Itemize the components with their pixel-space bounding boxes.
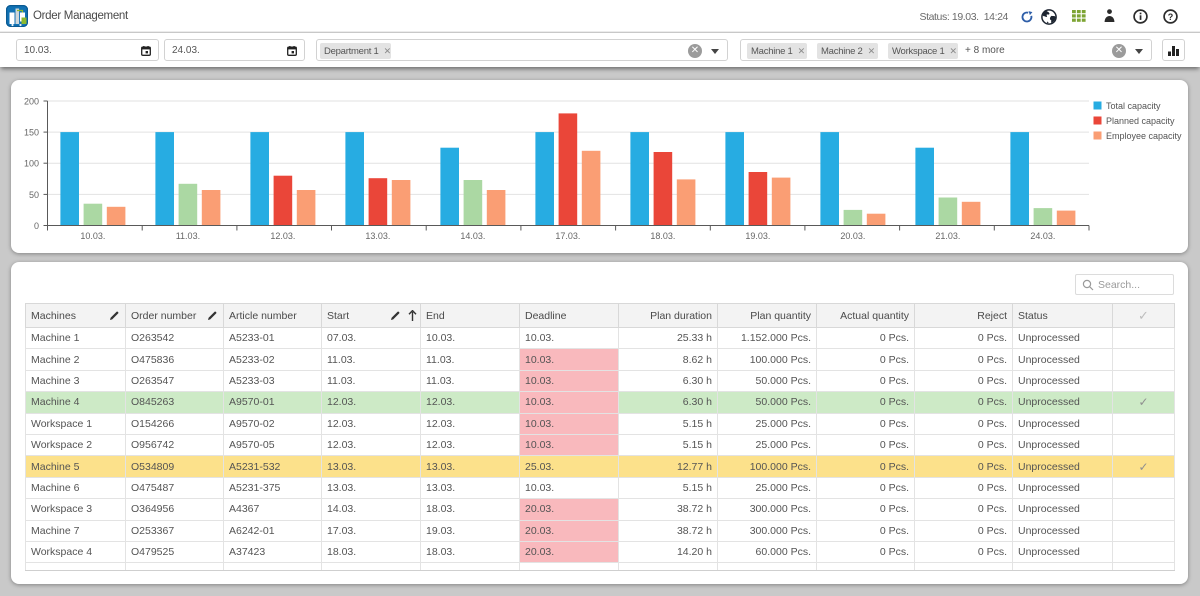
- svg-text:18.03.: 18.03.: [650, 231, 675, 241]
- svg-text:200: 200: [24, 97, 39, 107]
- svg-text:19.03.: 19.03.: [745, 231, 770, 241]
- svg-text:20.03.: 20.03.: [840, 231, 865, 241]
- svg-text:12.03.: 12.03.: [270, 231, 295, 241]
- svg-text:50: 50: [29, 190, 39, 200]
- svg-text:17.03.: 17.03.: [555, 231, 580, 241]
- svg-text:11.03.: 11.03.: [176, 231, 200, 241]
- svg-text:14.03.: 14.03.: [460, 231, 485, 241]
- svg-text:24.03.: 24.03.: [1030, 231, 1055, 241]
- svg-text:13.03.: 13.03.: [365, 231, 390, 241]
- svg-text:21.03.: 21.03.: [935, 231, 960, 241]
- svg-text:150: 150: [24, 128, 39, 138]
- svg-text:Planned capacity: Planned capacity: [1106, 116, 1175, 126]
- svg-text:Total capacity: Total capacity: [1106, 101, 1161, 111]
- svg-text:0: 0: [34, 221, 39, 231]
- svg-text:10.03.: 10.03.: [80, 231, 105, 241]
- svg-text:Employee capacity: Employee capacity: [1106, 131, 1182, 141]
- svg-text:100: 100: [24, 159, 39, 169]
- svg-text:?: ?: [1168, 12, 1174, 22]
